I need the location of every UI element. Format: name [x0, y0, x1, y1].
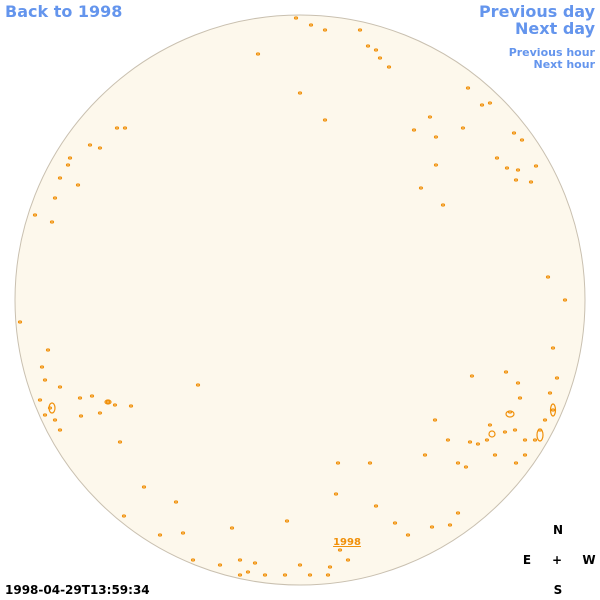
compass-center: + — [552, 553, 562, 567]
previous-hour-link[interactable]: Previous hour — [509, 46, 596, 59]
solar-disk — [14, 14, 586, 586]
next-day-link[interactable]: Next day — [515, 19, 596, 38]
timestamp: 1998-04-29T13:59:34 — [5, 583, 150, 597]
next-hour-link[interactable]: Next hour — [534, 58, 596, 71]
compass-south: S — [554, 583, 563, 597]
compass-north: N — [553, 523, 563, 537]
compass-east: E — [523, 553, 531, 567]
previous-day-link[interactable]: Previous day — [479, 2, 596, 21]
back-link[interactable]: Back to 1998 — [5, 2, 122, 21]
magnetic-contours — [17, 16, 568, 577]
compass-west: W — [582, 553, 595, 567]
year-link[interactable]: 1998 — [333, 537, 361, 548]
